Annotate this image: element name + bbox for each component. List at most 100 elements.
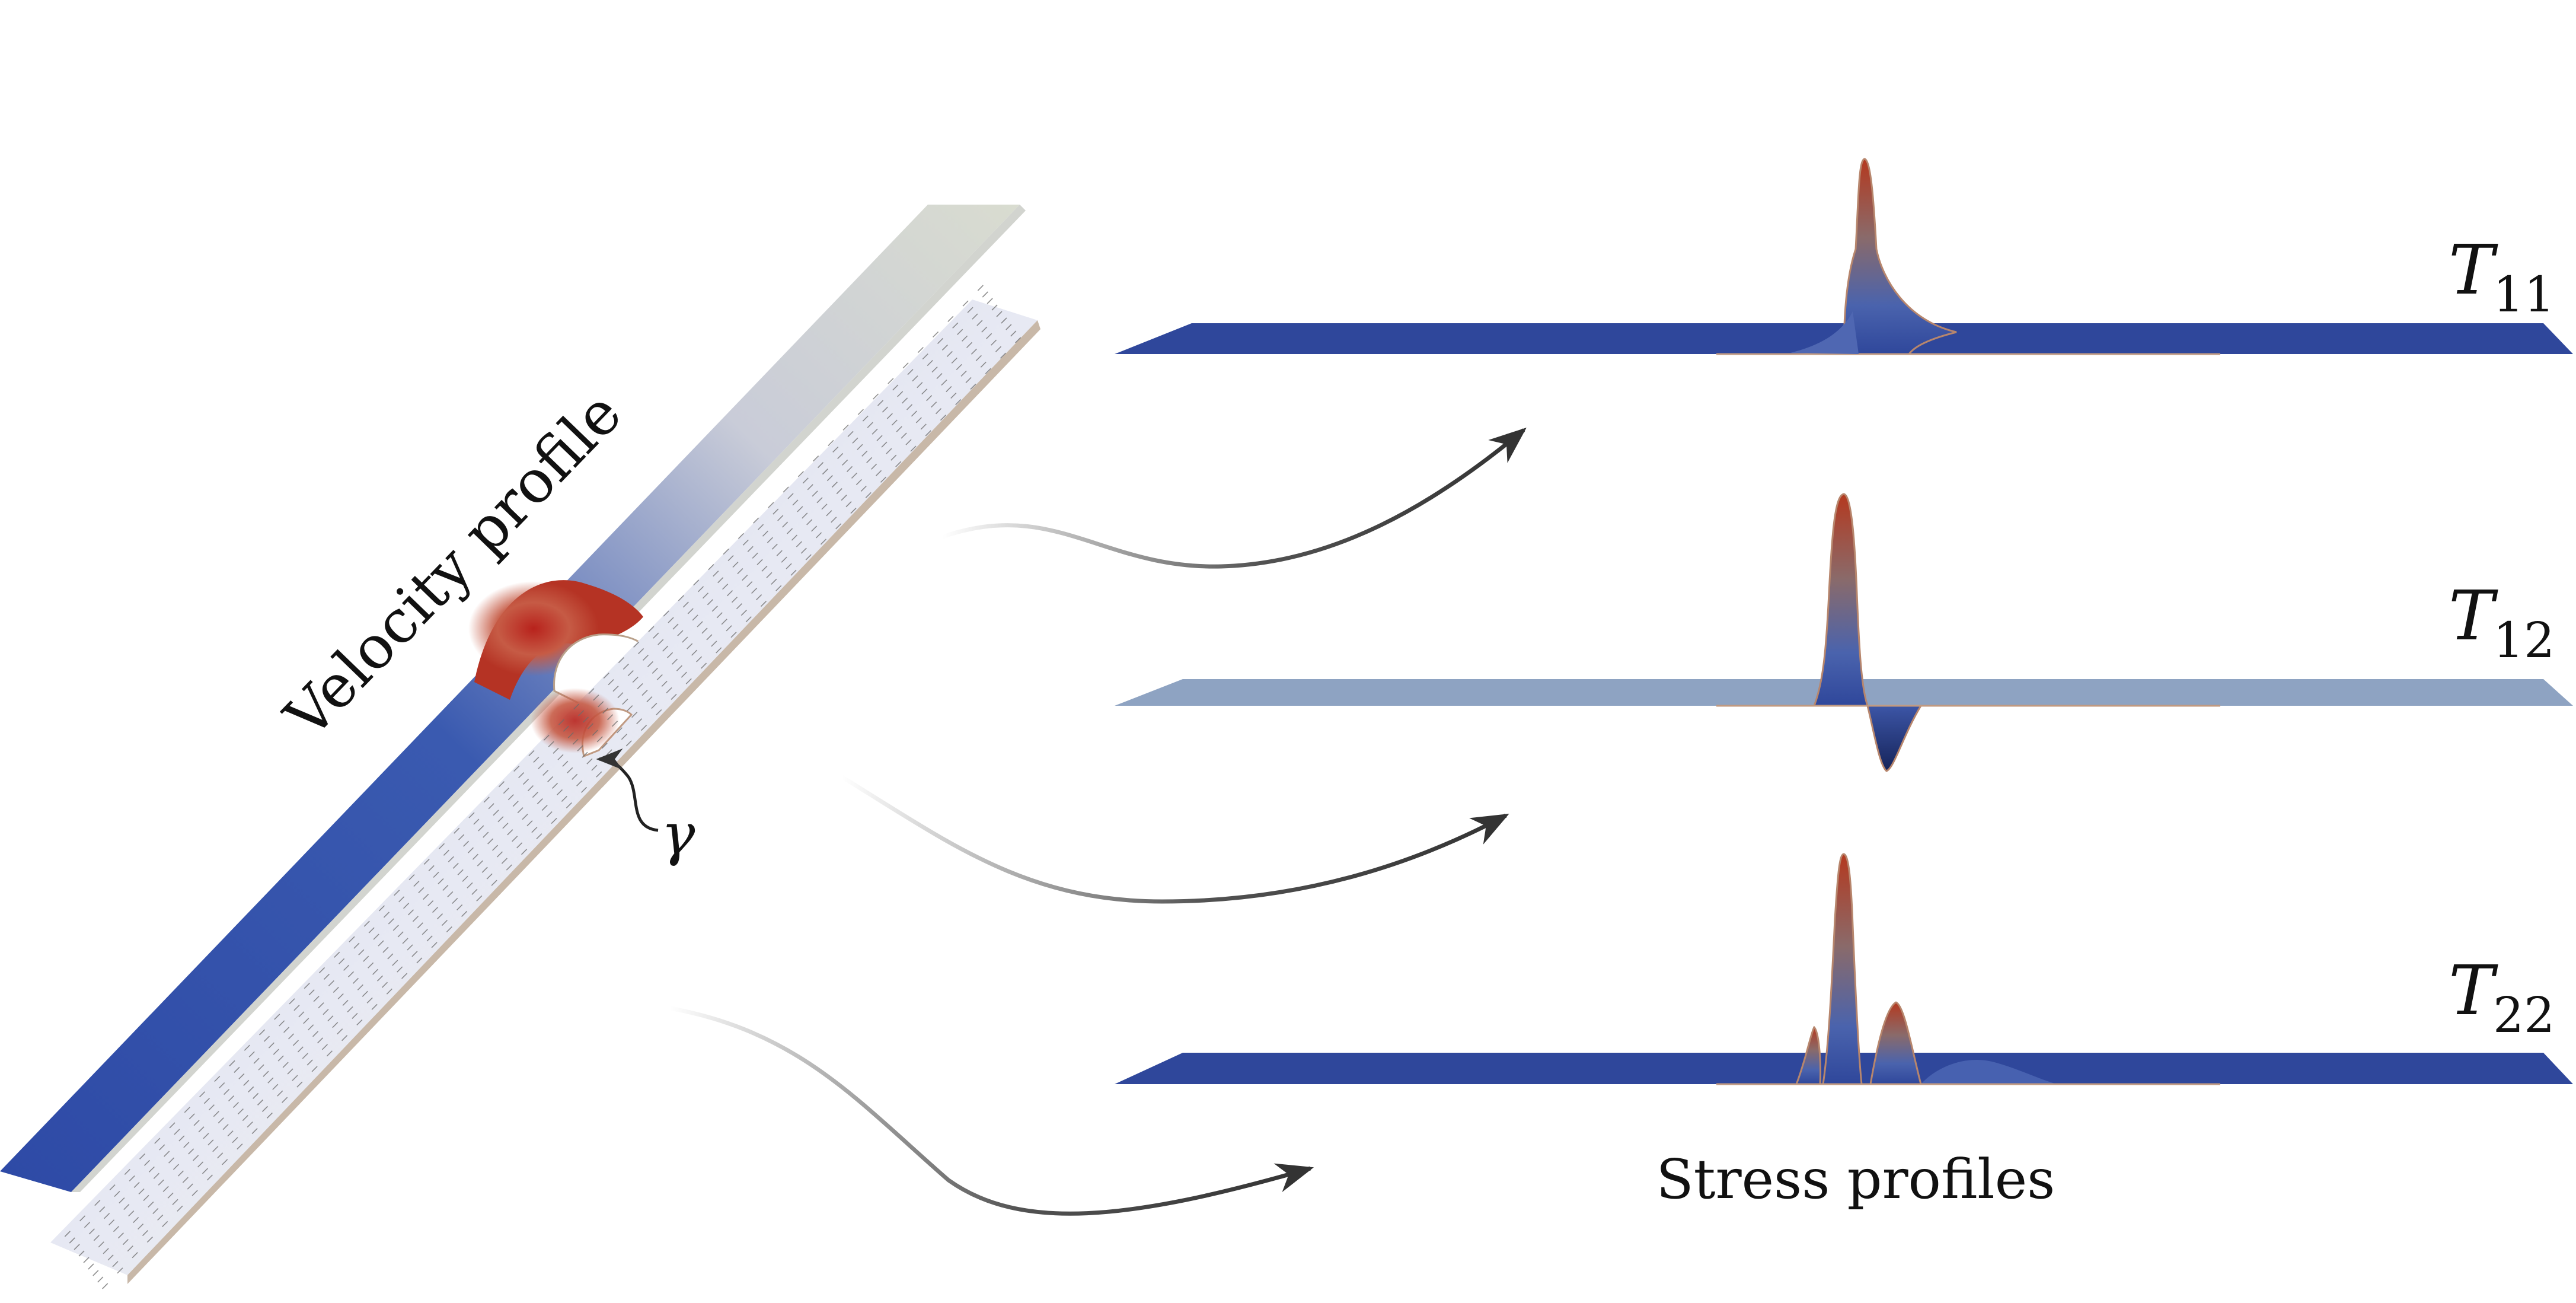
vector-arrow [687,608,694,614]
vector-arrow [641,689,648,696]
vector-arrow [955,399,962,406]
vector-arrow [633,641,640,648]
t11-peak [1843,158,1957,355]
vector-arrow [129,1175,135,1181]
vector-arrow [831,517,837,523]
vector-arrow [996,311,1003,317]
vector-arrow [802,477,809,484]
vector-arrow [627,670,634,677]
vector-arrow [713,571,719,577]
vector-arrow [146,1236,153,1243]
stress-profile-t11 [1115,158,2573,355]
vector-arrow [771,543,778,550]
vector-arrow [717,577,724,584]
stress-profile-t22 [1115,853,2573,1085]
vector-arrow [397,966,403,973]
vector-arrow [232,1137,238,1143]
vector-arrow [861,450,868,457]
vector-arrow [790,569,797,576]
vector-arrow [966,342,973,348]
vector-arrow [277,1090,283,1097]
vector-arrow [237,1108,244,1115]
vector-arrow [572,773,578,780]
vector-arrow [886,448,892,454]
vector-arrow [432,907,439,913]
vector-arrow [308,989,315,996]
vector-arrow [573,703,580,710]
vector-arrow [203,1133,209,1139]
vector-arrow [826,510,832,517]
vector-arrow [417,922,423,929]
vector-arrow [526,820,533,827]
vector-arrow [328,980,334,987]
vector-arrow [911,410,918,417]
vector-arrow [527,785,534,792]
vector-arrow [426,935,433,942]
vector-arrow [273,1049,279,1055]
vector-arrow [711,641,717,647]
vector-arrow [671,693,677,700]
vector-arrow [83,1257,90,1263]
vector-arrow [229,1060,235,1066]
vector-arrow [592,729,598,736]
vector-arrow [1010,330,1017,337]
vector-arrow [363,920,370,927]
vector-arrow [366,997,373,1003]
vector-arrow [438,878,444,885]
vector-arrow [561,795,567,802]
vector-arrow [842,459,848,466]
vector-arrow [975,355,982,361]
vector-arrow [292,1075,298,1081]
vector-arrow [781,556,787,563]
vector-arrow [307,1059,313,1066]
vector-arrow [927,360,933,367]
vector-arrow [452,897,458,904]
vector-arrow [937,337,944,345]
vector-arrow [1015,337,1022,343]
vector-arrow [193,1155,199,1161]
vector-arrow [687,643,693,649]
vector-arrow [668,617,674,623]
vector-arrow [199,1091,206,1098]
vector-arrow [985,368,991,374]
vector-arrow [109,1184,116,1191]
vector-arrow [158,1179,164,1186]
vector-arrow [458,834,465,840]
vector-arrow [828,439,834,447]
vector-arrow [112,1261,119,1267]
vector-arrow [212,1146,219,1152]
vector-arrow [536,833,542,840]
vector-arrow [558,719,565,725]
vector-arrow [543,734,550,741]
vector-arrow [289,998,295,1005]
vector-arrow [183,1142,190,1148]
vector-arrow [582,751,588,758]
vector-arrow [318,1002,324,1009]
vector-arrow [302,1053,308,1059]
label-t12: T 12 [2449,576,2555,669]
vector-arrow [258,1029,266,1036]
vector-arrow [901,432,907,439]
vector-arrow [203,1098,210,1104]
vector-arrow [157,1214,164,1221]
vector-arrow [387,953,394,960]
vector-arrow [187,1183,193,1190]
vector-arrow [917,347,924,353]
vector-arrow [433,871,439,878]
vector-arrow [611,721,618,727]
label-t22: T 22 [2449,951,2555,1044]
vector-arrow [208,1139,214,1146]
t12-base-letter: T [2449,576,2498,656]
vector-arrow [357,984,363,990]
vector-arrow [247,1121,253,1128]
stress-profiles-caption: Stress profiles [1656,1148,2055,1211]
vector-arrow [272,1084,279,1090]
vector-arrow [685,678,692,684]
vector-arrow [467,847,474,853]
vector-arrow [556,789,563,795]
vector-arrow [627,705,633,712]
vector-arrow [970,383,976,390]
vector-arrow [238,1073,245,1079]
vector-arrow [726,625,732,632]
vector-arrow [817,462,824,469]
